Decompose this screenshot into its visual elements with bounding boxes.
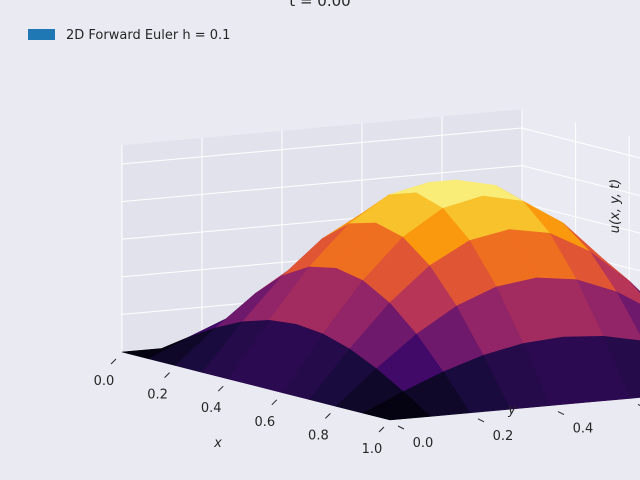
surface-patch [362,391,431,421]
x-tick-mark [271,399,278,406]
grid-line [121,127,523,165]
x-tick-label: 0.4 [201,401,222,416]
y-tick-label: 0.2 [493,429,514,444]
x-tick-label: 0.8 [308,428,329,443]
y-tick-mark [637,403,640,406]
y-tick-mark [477,418,485,423]
x-tick-label: 0.2 [147,388,168,403]
x-tick-mark [325,413,331,419]
x-tick-mark [217,385,224,392]
y-tick-label: 0.4 [573,422,594,437]
z-axis-label: u(x, y, t) [608,179,623,233]
legend-swatch [28,29,55,40]
x-axis-label: x [213,436,222,451]
grid-line [121,165,523,203]
x-tick-mark [110,358,117,365]
surface-mesh [121,179,640,421]
x-tick-mark [164,372,170,378]
axis-ticks: 0.00.00.00.20.20.20.40.40.40.60.60.60.80… [94,358,640,457]
grid-line [521,202,640,234]
legend: 2D Forward Euler h = 0.1 [28,28,230,43]
legend-label: 2D Forward Euler h = 0.1 [66,28,230,43]
grid-line [521,127,640,159]
y-tick-mark [397,425,405,430]
grid-line [521,165,640,197]
x-tick-label: 1.0 [362,442,383,457]
chart-title: t = 0.00 [289,0,350,10]
x-tick-mark [378,426,385,433]
y-axis-label: y [507,403,516,418]
y-tick-label: 0.0 [413,436,434,451]
x-tick-label: 0.6 [254,415,275,430]
y-tick-mark [557,411,565,416]
x-tick-label: 0.0 [94,374,115,389]
